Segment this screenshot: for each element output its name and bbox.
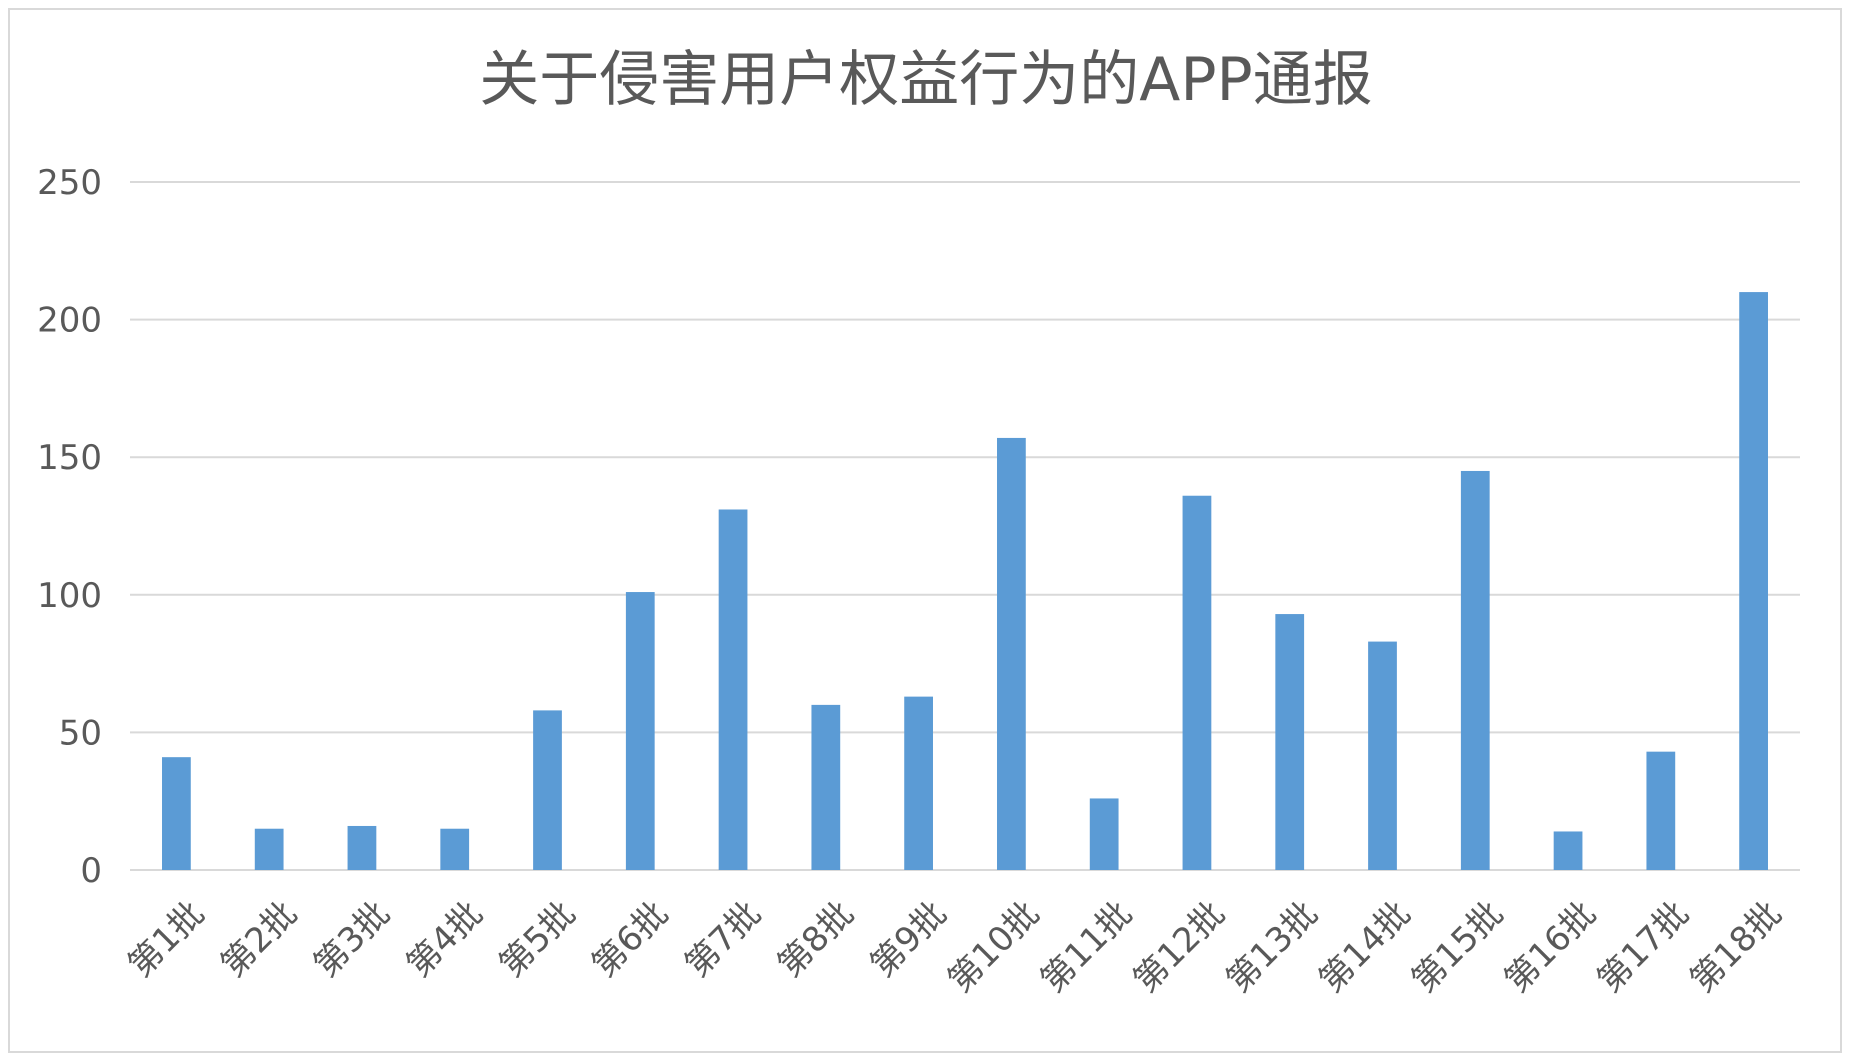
x-category-label: 第3批 (306, 894, 398, 986)
bar (1739, 292, 1768, 871)
x-category-label: 第5批 (492, 894, 584, 986)
x-category-label: 第13批 (1219, 894, 1326, 1001)
x-category-label: 第7批 (677, 894, 769, 986)
x-axis-categories: 第1批 第2批 第3批 第4批 第5批 第6批 第7批 第8批 第9批第10批第11批第12批第… (121, 894, 1790, 1001)
x-category-label: 第15批 (1404, 894, 1511, 1001)
y-tick-label: 0 (80, 851, 102, 891)
x-category-label: 第11批 (1033, 894, 1140, 1001)
bar (997, 437, 1026, 870)
bar (162, 757, 191, 870)
bar (1089, 798, 1119, 870)
bar (718, 509, 748, 870)
bar (1646, 751, 1676, 870)
bar (811, 704, 841, 870)
x-category-label: 第17批 (1590, 894, 1697, 1001)
x-category-label: 第18批 (1683, 894, 1790, 1001)
y-tick-label: 50 (59, 713, 102, 753)
x-category-label: 第16批 (1497, 894, 1604, 1001)
bar (347, 825, 377, 870)
x-category-label: 第10批 (940, 894, 1047, 1001)
bar (625, 592, 655, 870)
y-tick-label: 200 (37, 301, 102, 341)
x-category-label: 第1批 (121, 894, 213, 986)
x-category-label: 第2批 (213, 894, 305, 986)
x-category-label: 第6批 (585, 894, 677, 986)
bar (904, 696, 933, 870)
bar (533, 710, 562, 870)
y-axis-ticks: 0 50 100 150 200 250 (37, 163, 102, 891)
bar (254, 828, 284, 870)
bar (1182, 495, 1212, 870)
bar (1553, 831, 1583, 870)
chart-title: 关于侵害用户权益行为的APP通报 (479, 45, 1372, 115)
bar (1368, 641, 1397, 870)
y-tick-label: 150 (37, 438, 102, 478)
bar (440, 828, 470, 870)
bars (162, 292, 1768, 871)
x-category-label: 第8批 (770, 894, 862, 986)
y-tick-label: 250 (37, 163, 102, 203)
bar (1275, 614, 1305, 870)
x-category-label: 第12批 (1126, 894, 1233, 1001)
x-category-label: 第4批 (399, 894, 491, 986)
bar (1460, 470, 1490, 870)
x-category-label: 第14批 (1311, 894, 1418, 1001)
gridlines (130, 181, 1800, 871)
y-tick-label: 100 (37, 576, 102, 616)
